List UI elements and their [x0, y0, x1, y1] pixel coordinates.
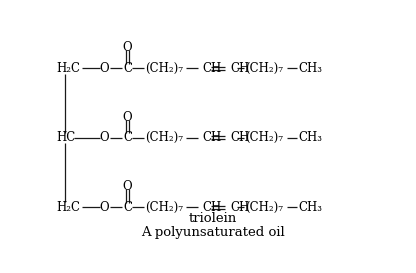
Text: O: O — [100, 201, 109, 214]
Text: CH: CH — [230, 131, 249, 144]
Text: C: C — [123, 131, 132, 144]
Text: (CH₂)₇: (CH₂)₇ — [146, 201, 183, 214]
Text: C: C — [123, 62, 132, 75]
Text: C: C — [123, 201, 132, 214]
Text: CH: CH — [230, 201, 249, 214]
Text: CH₃: CH₃ — [299, 131, 323, 144]
Text: H₂C: H₂C — [57, 201, 81, 214]
Text: (CH₂)₇: (CH₂)₇ — [245, 131, 283, 144]
Text: CH: CH — [203, 62, 222, 75]
Text: (CH₂)₇: (CH₂)₇ — [146, 62, 183, 75]
Text: O: O — [100, 62, 109, 75]
Text: O: O — [123, 41, 132, 54]
Text: CH: CH — [203, 131, 222, 144]
Text: A polyunsaturated oil: A polyunsaturated oil — [141, 226, 285, 239]
Text: triolein: triolein — [189, 212, 237, 225]
Text: (CH₂)₇: (CH₂)₇ — [146, 131, 183, 144]
Text: O: O — [123, 180, 132, 193]
Text: (CH₂)₇: (CH₂)₇ — [245, 201, 283, 214]
Text: CH: CH — [203, 201, 222, 214]
Text: CH₃: CH₃ — [299, 201, 323, 214]
Text: CH₃: CH₃ — [299, 62, 323, 75]
Text: H₂C: H₂C — [57, 62, 81, 75]
Text: O: O — [123, 111, 132, 124]
Text: O: O — [100, 131, 109, 144]
Text: HC: HC — [57, 131, 76, 144]
Text: (CH₂)₇: (CH₂)₇ — [245, 62, 283, 75]
Text: CH: CH — [230, 62, 249, 75]
